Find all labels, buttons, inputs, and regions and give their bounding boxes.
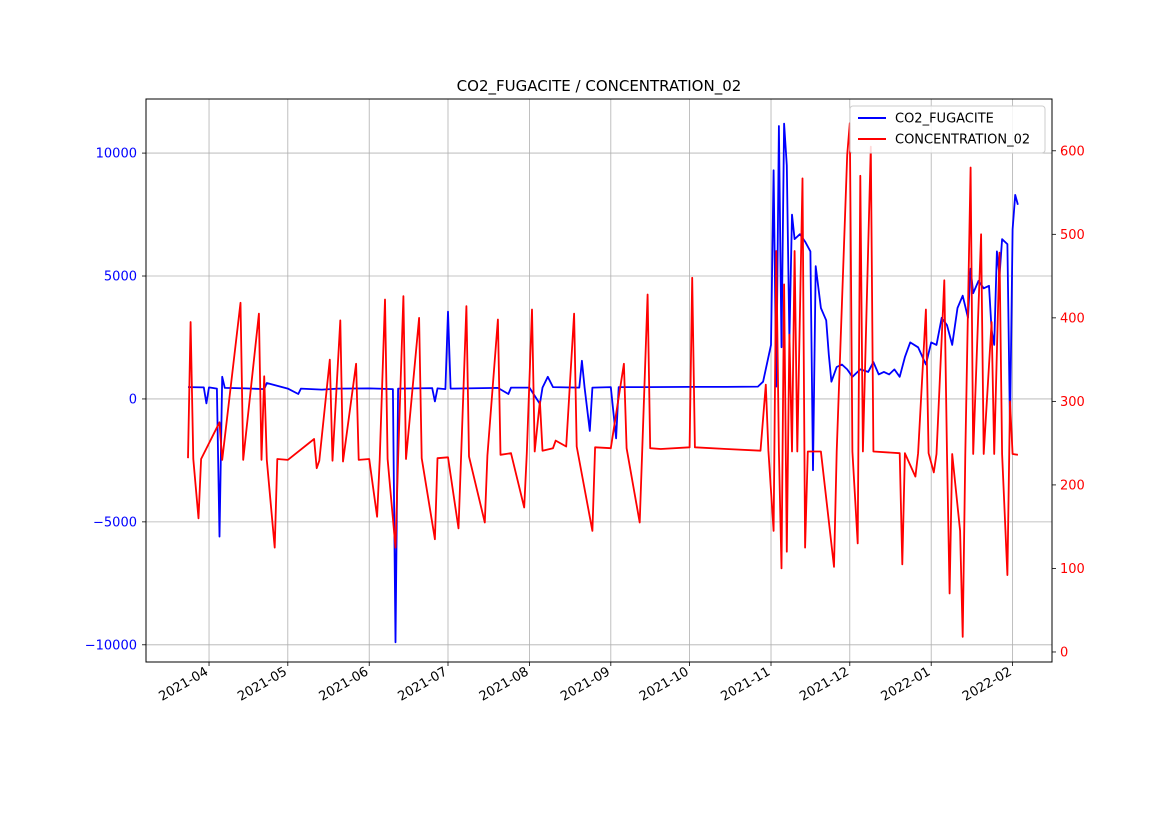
y-right-tick-label: 200: [1060, 478, 1085, 493]
y-left-tick-label: 5000: [104, 270, 137, 285]
series-line-concentration-02: [187, 122, 1019, 638]
y-right-tick-label: 500: [1060, 228, 1085, 243]
y-right-tick-label: 100: [1060, 562, 1085, 577]
y-right-tick-label: 600: [1060, 144, 1085, 159]
y-left-tick-label: 10000: [96, 147, 137, 162]
y-right-tick-label: 300: [1060, 395, 1085, 410]
y-left-tick-label: −5000: [93, 515, 137, 530]
plot-frame: [145, 98, 1053, 663]
y-right-tick-label: 0: [1060, 645, 1068, 660]
series-line-co2-fugacite: [187, 122, 1019, 644]
y-left-tick-label: −10000: [85, 638, 137, 653]
y-left-tick-label: 0: [129, 392, 137, 407]
legend: CO2_FUGACITE CONCENTRATION_02: [849, 105, 1046, 154]
series-lines: [187, 122, 1019, 644]
y-right-tick-label: 400: [1060, 311, 1085, 326]
legend-label: CONCENTRATION_02: [895, 133, 1030, 148]
legend-box: [849, 105, 1046, 154]
legend-label: CO2_FUGACITE: [895, 112, 994, 127]
chart-title: CO2_FUGACITE / CONCENTRATION_02: [457, 77, 742, 96]
